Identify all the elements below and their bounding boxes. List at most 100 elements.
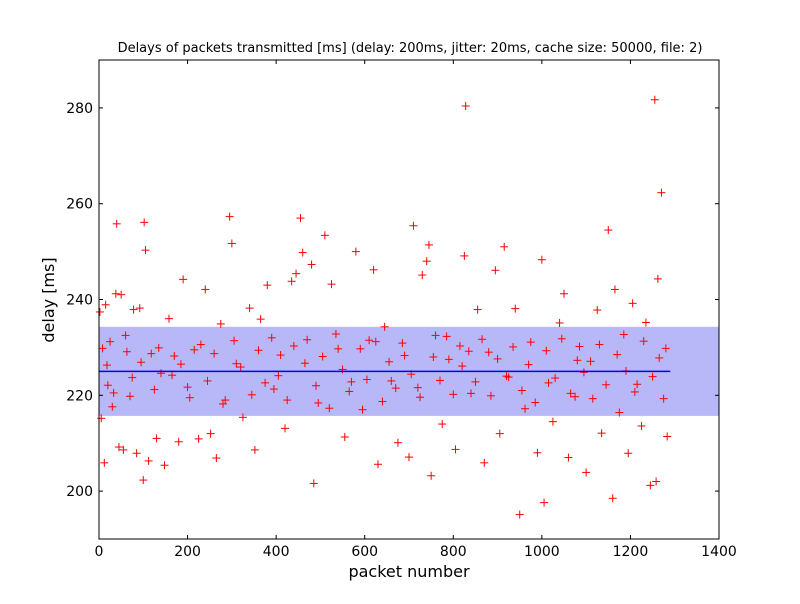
data-point [486,391,495,400]
data-point [438,420,447,429]
data-point [254,346,263,355]
data-point [588,394,597,403]
y-tick-label: 200 [66,484,93,500]
data-point [119,445,128,454]
data-point [582,468,591,477]
data-point [526,338,535,347]
data-point [659,394,668,403]
data-point [405,453,413,462]
data-point [227,239,236,248]
data-point [624,449,633,458]
data-point [160,461,169,470]
data-point [356,344,365,353]
data-point [210,349,219,358]
data-point [152,434,161,443]
data-point [219,399,227,408]
chart-title: Delays of packets transmitted [ms] (dela… [118,41,703,56]
y-tick-label: 220 [66,388,93,404]
data-point [225,212,234,221]
data-point [378,397,387,406]
x-tick-label: 0 [95,544,104,560]
x-tick-label: 1200 [613,544,649,560]
data-point [331,329,340,338]
data-point [597,429,606,438]
data-point [340,432,349,441]
y-tick-label: 260 [66,197,93,213]
data-point [628,299,637,308]
data-point [451,445,460,454]
data-point [521,404,530,413]
data-point [537,255,546,264]
data-point [140,218,149,227]
data-point [564,453,573,462]
data-point [267,333,276,342]
data-point [276,351,285,360]
data-point [318,352,327,361]
data-point [542,346,551,355]
data-point [633,380,642,389]
data-point [106,337,115,346]
data-point [365,336,374,345]
data-point [429,352,438,361]
data-point [650,95,659,104]
data-point [641,318,650,327]
data-point [141,246,150,255]
data-point [460,251,469,260]
data-point [292,269,301,278]
x-tick-label: 200 [174,544,201,560]
data-point [613,350,622,359]
data-point [471,377,480,386]
data-point [480,458,489,467]
data-point [502,372,511,381]
data-point [639,337,648,346]
data-point [661,344,670,353]
data-point [579,368,588,377]
data-point [103,381,112,390]
data-point [615,408,624,417]
data-point [351,247,360,256]
data-point [320,231,329,240]
data-point [338,365,347,374]
data-point [371,337,380,346]
data-points-layer [95,95,672,519]
data-point [139,476,148,485]
data-point [281,424,289,433]
data-point [298,248,307,257]
data-point [416,393,425,402]
data-point [413,383,422,392]
data-point [424,240,433,249]
data-point [464,347,473,356]
data-point [95,307,104,316]
data-point [604,226,613,235]
data-point [109,388,118,397]
data-point [296,214,305,223]
data-point [201,285,210,294]
data-point [467,389,475,398]
data-point [212,454,221,463]
data-point [194,434,203,443]
data-point [566,389,575,398]
data-point [157,369,165,378]
x-axis: 0 200 400 600 800 1000 1200 1400 [95,60,737,560]
data-point [393,438,402,447]
data-point [422,257,431,266]
data-point [345,387,354,396]
data-point [362,375,371,384]
data-point [586,357,595,366]
data-point [179,275,188,284]
x-tick-label: 800 [440,544,467,560]
data-point [327,280,336,289]
data-point [458,362,467,371]
data-point [132,449,141,458]
data-point [287,277,296,286]
data-point [144,456,153,465]
data-point [551,374,560,383]
data-point [573,356,582,365]
data-point [511,304,520,313]
data-point [108,402,117,411]
data-point [98,344,107,353]
data-point [595,340,604,349]
data-point [111,289,120,298]
